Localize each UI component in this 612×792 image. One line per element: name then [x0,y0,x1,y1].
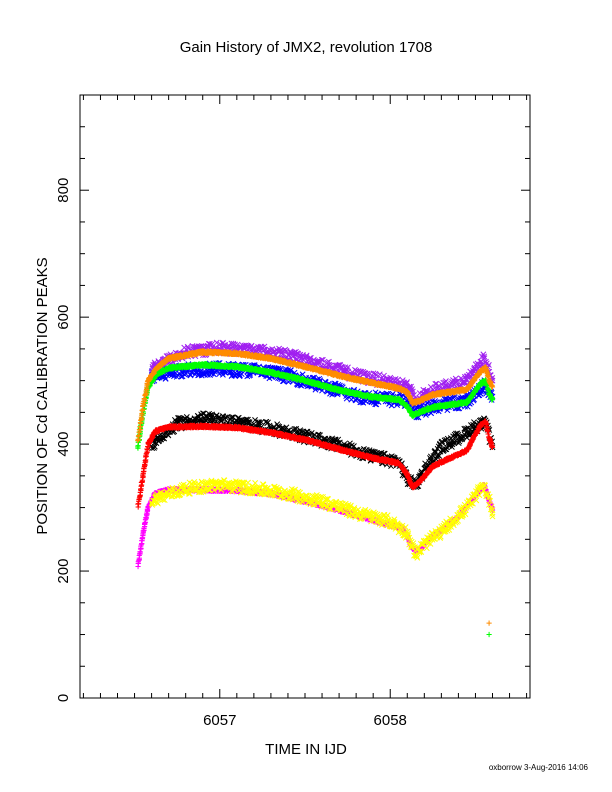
x-tick-label: 6057 [203,712,236,729]
axis-ticks [80,94,530,699]
data-series [135,339,496,638]
x-tick-label: 6058 [374,712,407,729]
y-tick-label: 800 [55,178,72,203]
chart-title: Gain History of JMX2, revolution 1708 [180,39,433,56]
axis-tick-labels: 6057 6058 0 200 400 600 800 [55,178,407,729]
y-tick-label: 400 [55,432,72,457]
y-tick-label: 200 [55,559,72,584]
y-tick-label: 0 [55,694,72,702]
y-tick-label: 600 [55,305,72,330]
